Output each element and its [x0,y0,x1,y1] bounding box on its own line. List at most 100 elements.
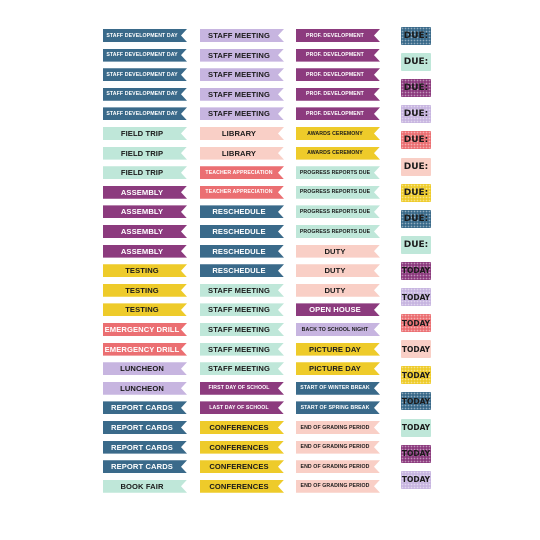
today-badge: TODAY [401,470,431,489]
badge-label: DUE: [403,83,429,94]
badge-label: TODAY [401,449,431,459]
sticker-flag: STAFF DEVELOPMENT DAY [103,88,187,101]
sticker-flag: EMERGENCY DRILL [103,323,187,336]
sticker-flag: DUTY [296,264,380,277]
today-badge: TODAY [401,261,431,280]
sticker-flag: TESTING [103,264,187,277]
sticker-flag: AWARDS CEREMONY [296,127,380,140]
due-badge: DUE: [401,183,431,202]
sticker-flag: FIELD TRIP [103,147,187,160]
sticker-flag: BOOK FAIR [103,480,187,493]
today-badge: TODAY [401,418,431,437]
sticker-flag: PROF. DEVELOPMENT [296,29,380,42]
badge-label: DUE: [403,239,429,250]
sticker-flag: TEACHER APPRECIATION [200,166,284,179]
sticker-flag: REPORT CARDS [103,441,187,454]
sticker-flag: STAFF MEETING [200,49,284,62]
sticker-flag: CONFERENCES [200,421,284,434]
badge-label: DUE: [403,161,429,172]
sticker-flag: STAFF MEETING [200,362,284,375]
sticker-flag: STAFF MEETING [200,323,284,336]
today-badge: TODAY [401,366,431,385]
due-badge: DUE: [401,53,431,72]
sticker-flag: TESTING [103,303,187,316]
sticker-flag: ASSEMBLY [103,186,187,199]
sticker-flag: STAFF DEVELOPMENT DAY [103,49,187,62]
badge-label: TODAY [401,475,431,485]
sticker-flag: ASSEMBLY [103,205,187,218]
today-badge: TODAY [401,340,431,359]
today-badge: TODAY [401,392,431,411]
badge-label: DUE: [403,31,429,41]
sticker-flag: CONFERENCES [200,441,284,454]
sticker-flag: FIRST DAY OF SCHOOL [200,382,284,395]
sticker-flag: REPORT CARDS [103,401,187,414]
badge-label: DUE: [403,187,429,198]
sticker-flag: PROF. DEVELOPMENT [296,68,380,81]
sticker-flag: REPORT CARDS [103,421,187,434]
due-badge: DUE: [401,131,431,150]
sticker-flag: PROF. DEVELOPMENT [296,49,380,62]
sticker-flag: FIELD TRIP [103,166,187,179]
sticker-flag: END OF GRADING PERIOD [296,441,380,454]
sticker-flag: START OF WINTER BREAK [296,382,380,395]
due-badge: DUE: [401,105,431,124]
sticker-flag: LAST DAY OF SCHOOL [200,401,284,414]
sticker-flag: STAFF MEETING [200,343,284,356]
sticker-flag: STAFF MEETING [200,29,284,42]
badge-label: TODAY [401,370,431,380]
sticker-flag: RESCHEDULE [200,245,284,258]
badge-label: DUE: [403,135,429,146]
badge-label: TODAY [401,318,431,328]
due-badge: DUE: [401,27,431,45]
sticker-flag: STAFF DEVELOPMENT DAY [103,29,187,42]
today-badge: TODAY [401,288,431,306]
due-badge: DUE: [401,209,431,228]
badge-label: TODAY [401,266,431,276]
badge-label: DUE: [403,57,429,68]
sticker-flag: END OF GRADING PERIOD [296,480,380,493]
sticker-flag: PICTURE DAY [296,343,380,356]
sticker-flag: CONFERENCES [200,460,284,473]
sticker-flag: EMERGENCY DRILL [103,343,187,356]
due-badge: DUE: [401,157,431,176]
sticker-flag: ASSEMBLY [103,245,187,258]
sticker-flag: STAFF MEETING [200,88,284,101]
badge-label: TODAY [401,292,431,302]
sticker-flag: RESCHEDULE [200,225,284,238]
sticker-flag: RESCHEDULE [200,205,284,218]
sticker-flag: END OF GRADING PERIOD [296,421,380,434]
sticker-flag: LUNCHEON [103,362,187,375]
sticker-flag: DUTY [296,284,380,297]
sticker-flag: PROGRESS REPORTS DUE [296,186,380,199]
today-badge: TODAY [401,314,431,333]
sticker-flag: DUTY [296,245,380,258]
sticker-flag: CONFERENCES [200,480,284,493]
sticker-flag: FIELD TRIP [103,127,187,140]
sticker-flag: STAFF DEVELOPMENT DAY [103,68,187,81]
sticker-flag: STAFF DEVELOPMENT DAY [103,107,187,120]
sticker-flag: BACK TO SCHOOL NIGHT [296,323,380,336]
badge-label: TODAY [401,423,431,432]
sticker-flag: RESCHEDULE [200,264,284,277]
badge-label: TODAY [401,344,431,354]
badge-label: TODAY [401,396,431,406]
sticker-flag: TESTING [103,284,187,297]
sticker-flag: LUNCHEON [103,382,187,395]
due-badge: DUE: [401,235,431,254]
sticker-flag: PROGRESS REPORTS DUE [296,225,380,238]
badge-label: DUE: [403,109,429,120]
badge-label: DUE: [403,213,429,224]
sticker-flag: AWARDS CEREMONY [296,147,380,160]
sticker-flag: START OF SPRING BREAK [296,401,380,414]
sticker-flag: END OF GRADING PERIOD [296,460,380,473]
sticker-flag: OPEN HOUSE [296,303,380,316]
sticker-flag: STAFF MEETING [200,284,284,297]
sticker-flag: REPORT CARDS [103,460,187,473]
sticker-flag: TEACHER APPRECIATION [200,186,284,199]
sticker-flag: PICTURE DAY [296,362,380,375]
sticker-flag: STAFF MEETING [200,107,284,120]
sticker-flag: STAFF MEETING [200,68,284,81]
sticker-flag: ASSEMBLY [103,225,187,238]
